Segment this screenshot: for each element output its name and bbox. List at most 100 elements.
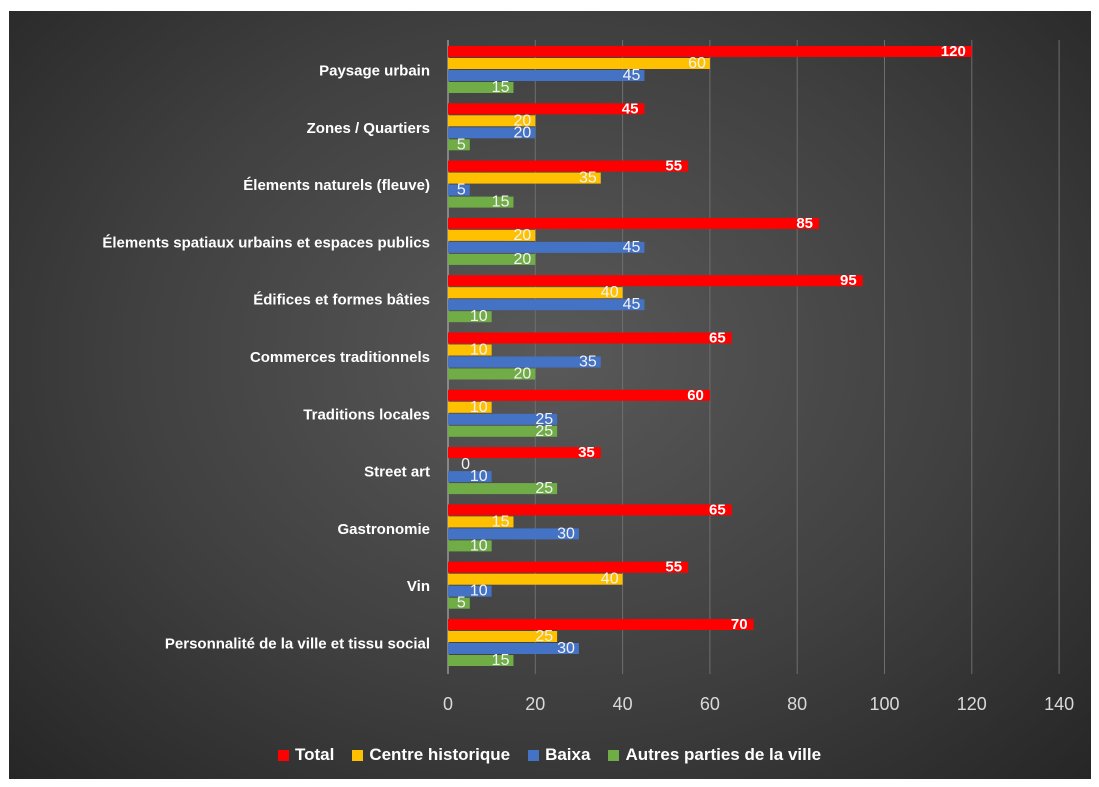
bars [448,46,972,666]
data-label: 45 [623,296,641,313]
category-label: Élements spatiaux urbains et espaces pub… [102,234,430,251]
bar-3-5 [448,368,536,380]
bar-0-7 [448,447,601,459]
legend-label-total: Total [294,745,335,764]
bar-1-0 [448,58,710,69]
bar-3-2 [448,196,514,208]
bar-3-1 [448,139,470,151]
data-label: 10 [470,583,488,600]
bar-2-1 [448,127,536,139]
bar-0-1 [448,103,645,115]
data-label: 10 [470,399,488,416]
category-labels: Paysage urbain Zones / Quartiers Élements … [102,63,430,653]
x-tick-label: 140 [1044,694,1074,714]
bar-3-8 [448,540,492,552]
category-label: Paysage urbain [319,63,430,80]
data-label: 10 [470,468,488,485]
bar-0-5 [448,332,732,344]
bar-3-6 [448,425,558,437]
bar-2-9 [448,585,492,597]
bar-3-10 [448,655,514,666]
data-label: 20 [514,366,532,383]
data-label: 35 [578,444,595,461]
legend: Total Centre historique Baixa Autres par… [0,745,1099,765]
bar-0-2 [448,160,689,172]
bar-1-5 [448,344,492,356]
category-label: Personnalité de la ville et tissu social [165,636,430,653]
bar-0-3 [448,217,820,229]
data-label: 25 [535,480,553,497]
bar-2-7 [448,471,492,483]
data-label: 40 [601,284,619,301]
bar-3-0 [448,82,514,93]
data-label: 20 [514,251,532,268]
legend-item-centre-historique: Centre historique [352,745,510,765]
data-label: 25 [535,423,553,440]
data-label: 25 [535,628,553,645]
data-label: 0 [461,456,470,473]
data-label: 70 [731,616,748,633]
category-label: Vin [407,578,430,595]
data-label: 45 [622,100,639,117]
bar-3-3 [448,253,536,265]
bar-1-1 [448,115,536,127]
x-tick-label: 60 [700,694,720,714]
bar-2-6 [448,413,558,425]
x-tick-label: 100 [869,694,899,714]
bar-2-2 [448,184,470,196]
bar-3-4 [448,311,492,323]
data-label: 15 [492,513,510,530]
data-label: 55 [665,559,682,576]
legend-item-autres-parties: Autres parties de la ville [608,745,821,765]
bar-2-8 [448,528,579,540]
bar-0-8 [448,504,732,516]
category-label: Élements naturels (fleuve) [243,177,430,194]
data-label: 20 [514,227,532,244]
legend-item-total: Total [277,745,335,765]
data-label: 15 [492,652,510,669]
data-label: 65 [709,330,726,347]
bar-0-10 [448,619,754,630]
x-tick-label: 80 [787,694,807,714]
x-tick-label: 20 [525,694,545,714]
bar-3-7 [448,483,558,495]
data-label: 45 [623,67,641,84]
data-label: 25 [535,411,553,428]
data-label: 20 [514,124,532,141]
bar-2-4 [448,299,645,311]
bar-2-0 [448,70,645,81]
bar-0-9 [448,561,689,573]
bar-1-10 [448,631,558,642]
data-label: 30 [557,640,575,657]
data-label: 10 [470,342,488,359]
legend-label-centre-historique: Centre historique [369,745,511,764]
data-label: 45 [623,239,641,256]
legend-swatch-baixa [528,749,540,761]
bar-2-3 [448,241,645,253]
bar-2-5 [448,356,601,368]
data-label: 35 [579,170,597,187]
data-label: 5 [457,136,466,153]
data-label: 10 [470,537,488,554]
legend-label-baixa: Baixa [545,745,591,764]
data-label: 60 [687,387,704,404]
data-label: 5 [457,595,466,612]
data-label: 55 [665,158,682,175]
bar-0-4 [448,275,863,287]
data-label: 30 [557,525,575,542]
value-labels: 1206045154520205553551585204520954045106… [457,43,966,669]
data-label: 60 [688,55,706,72]
category-label: Édifices et formes bâties [253,292,430,309]
bar-3-9 [448,597,470,609]
data-label: 10 [470,308,488,325]
data-label: 15 [492,79,510,96]
bar-1-4 [448,287,623,299]
legend-swatch-total [277,749,289,761]
category-label: Commerces traditionnels [250,349,430,366]
data-label: 85 [796,215,813,232]
data-label: 65 [709,501,726,518]
bar-2-10 [448,643,579,654]
data-label: 20 [514,112,532,129]
x-tick-label: 40 [613,694,633,714]
